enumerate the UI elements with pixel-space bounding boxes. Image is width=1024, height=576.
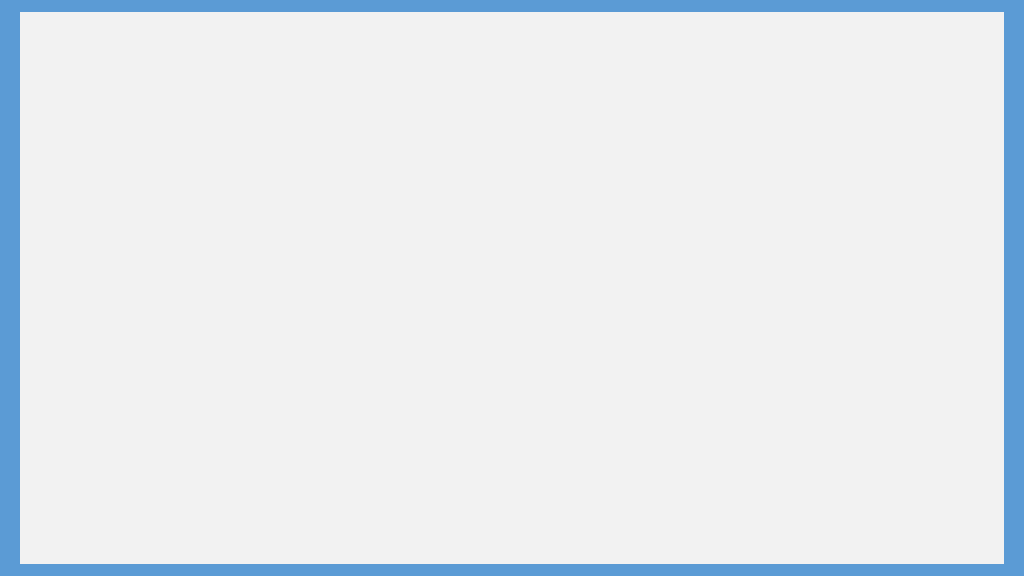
Text: C: C (498, 348, 508, 361)
Text: backbone of proteins: backbone of proteins (103, 276, 273, 291)
Text: is used to determine the amino acids mixture.: is used to determine the amino acids mix… (413, 502, 784, 517)
Text: How many amino acids are present and what their sequence is in the peptide or pr: How many amino acids are present and wha… (115, 150, 810, 165)
Text: The main features of peptide and protein structure.: The main features of peptide and protein… (77, 101, 492, 116)
Text: –: – (97, 173, 104, 188)
Text: O: O (854, 300, 864, 313)
Text: O: O (676, 300, 686, 313)
Text: Secondary, tertiary,: Secondary, tertiary, (115, 173, 271, 188)
Text: O: O (498, 300, 508, 313)
Text: H: H (558, 300, 566, 313)
Text: o: o (56, 276, 66, 291)
Text: –: – (97, 128, 104, 143)
Text: Three-dimensional aspects of peptide and protein structure, usually referred to : Three-dimensional aspects of peptide and… (115, 196, 759, 211)
Text: 14: 14 (958, 533, 978, 548)
Text: N: N (735, 348, 745, 361)
Text: o: o (56, 462, 66, 477)
Text: Primary structure;: Primary structure; (115, 128, 260, 143)
Text: ---: --- (891, 348, 904, 361)
Text: H: H (796, 395, 804, 408)
Text: H: H (736, 300, 744, 313)
Text: Structure of Proteins: Structure of Proteins (56, 40, 486, 74)
Text: ---: --- (339, 348, 352, 361)
Text: quaternary structures;: quaternary structures; (325, 173, 505, 188)
Text: and: and (292, 173, 323, 188)
Text: can be hydrolyzed to their amino acid components by heating with 6 M HCl.: can be hydrolyzed to their amino acid co… (258, 462, 870, 477)
FancyBboxPatch shape (51, 212, 502, 253)
Text: amino acid analyzer: amino acid analyzer (274, 502, 437, 517)
Text: H: H (617, 395, 626, 408)
Text: An instrument called an: An instrument called an (77, 502, 269, 517)
Text: R: R (439, 300, 447, 313)
Text: o: o (56, 502, 66, 517)
Text: R: R (796, 300, 804, 313)
Text: C: C (795, 348, 805, 361)
Text: C: C (676, 348, 686, 361)
Text: Peptides and proteins: Peptides and proteins (77, 462, 251, 477)
Text: N: N (557, 348, 567, 361)
Text: N: N (379, 348, 389, 361)
Text: C: C (616, 348, 627, 361)
Text: o: o (56, 101, 66, 116)
Text: is a repeating sequence of one nitrogen and two carbon atoms.: is a repeating sequence of one nitrogen … (274, 276, 786, 291)
Text: The: The (77, 276, 106, 291)
Text: The Primary Structure of Proteins: The Primary Structure of Proteins (67, 223, 410, 241)
Text: protein chain, showing amino acids linked by amide bonds: protein chain, showing amino acids linke… (339, 414, 685, 427)
Text: C: C (854, 348, 864, 361)
Text: H: H (439, 395, 447, 408)
Text: H: H (380, 300, 388, 313)
Text: R: R (617, 300, 626, 313)
Text: C: C (438, 348, 449, 361)
